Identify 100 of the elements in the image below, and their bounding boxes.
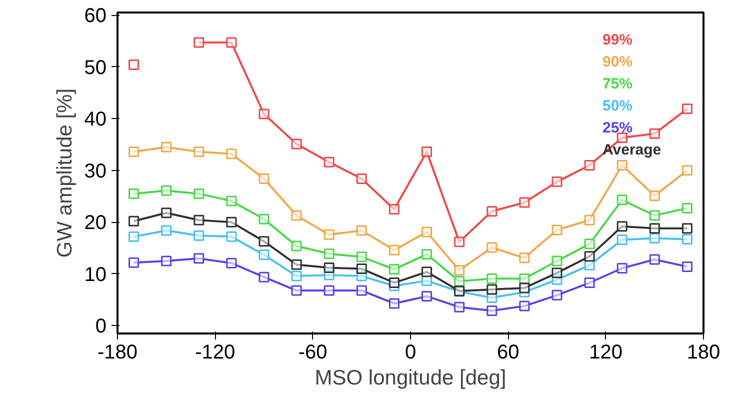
point [226,258,237,268]
point [422,266,432,278]
point [128,60,140,70]
point [519,197,530,208]
point [552,224,562,236]
point [486,242,498,253]
point [422,146,432,158]
point [258,108,270,120]
point [649,223,660,234]
point [324,248,334,260]
point [388,244,400,256]
point [616,194,628,206]
point [584,160,595,170]
x-tick-label: 180 [686,342,720,364]
point [161,142,172,152]
y-tick-label: 30 [84,160,107,182]
point [356,252,367,262]
point [194,253,204,264]
point [161,185,172,196]
x-tick-label: -120 [195,342,236,364]
point [258,173,270,184]
point [194,214,204,226]
text: 99% [602,32,633,48]
y-tick-label: 0 [95,316,106,338]
x-tick-label: -180 [97,342,138,364]
point [616,160,628,170]
x-tick-label: 120 [589,342,623,364]
y-tick-label: 50 [84,56,107,79]
y-tick-label: 20 [84,212,107,234]
point [356,225,367,236]
x-axis-title: MSO longitude [deg] [314,366,506,390]
point [388,298,400,309]
point [682,234,692,245]
point [194,230,204,241]
point [616,263,628,274]
y-tick-label: 10 [84,264,107,286]
point [519,282,530,294]
point [291,138,302,150]
point [128,257,140,268]
point [682,223,692,234]
point [356,173,367,184]
point [161,256,172,266]
point [454,302,465,312]
point [422,226,432,238]
point [194,188,204,199]
y-tick-label: 40 [84,108,107,131]
point [552,256,562,266]
point [682,165,692,176]
point [552,268,562,278]
point [682,261,692,272]
point [454,236,465,248]
point [486,206,498,217]
point [616,132,628,144]
point [649,128,660,139]
point [649,232,660,244]
point [161,225,172,236]
point [291,270,302,282]
point [128,146,140,158]
point [519,252,530,264]
point [226,231,237,242]
point [356,264,367,274]
point [324,229,334,240]
point [258,214,270,224]
point [258,250,270,260]
text: 25% [602,120,633,136]
point [258,272,270,282]
y-axis-title: GW amplitude [%] [53,88,76,258]
point [552,290,562,300]
point [649,190,660,202]
text: 90% [602,54,633,70]
point [584,251,595,262]
point [584,238,595,250]
point [291,240,302,252]
point [616,234,628,246]
point [682,104,692,114]
point [324,262,334,273]
point [128,231,140,242]
point [454,265,465,276]
point [194,37,204,48]
point [519,300,530,312]
point [128,188,140,199]
point [226,216,237,228]
point [486,305,498,316]
x-tick-label: 60 [497,342,520,364]
point [422,249,432,260]
point [422,290,432,302]
point [356,285,367,296]
point [649,254,660,265]
point [454,276,465,286]
point [226,37,237,48]
point [324,156,334,168]
point [486,284,498,295]
point [388,264,400,275]
point [388,278,400,288]
point [194,146,204,158]
point [291,210,302,221]
text: 50% [602,98,633,114]
point [128,216,140,226]
point [682,202,692,214]
point [388,204,400,214]
